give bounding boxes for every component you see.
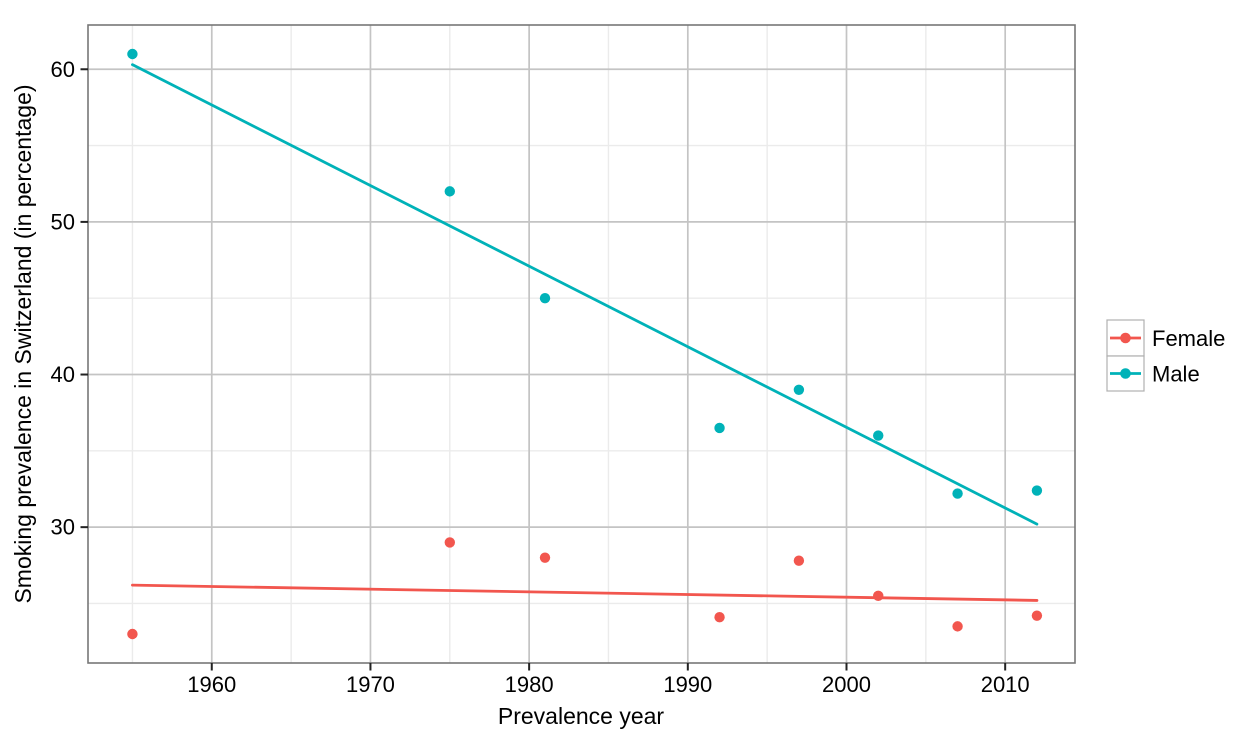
trendline-male — [131, 63, 1039, 526]
legend: Female Male — [1106, 319, 1225, 392]
legend-key-point-female — [1120, 332, 1131, 344]
legend-label-male: Male — [1152, 362, 1200, 387]
data-point-female — [952, 621, 963, 632]
x-tick-label: 1990 — [663, 672, 712, 697]
y-axis-title: Smoking prevalence in Switzerland (in pe… — [10, 84, 36, 603]
data-point-male — [714, 422, 725, 434]
y-tick-label: 60 — [51, 57, 75, 82]
panel-border — [87, 24, 1076, 664]
y-tick-label: 50 — [51, 209, 75, 234]
x-tick-label: 1980 — [505, 672, 554, 697]
x-axis-title: Prevalence year — [498, 703, 665, 729]
data-point-female — [127, 628, 138, 640]
y-tick-label: 40 — [51, 362, 75, 387]
data-point-female — [873, 590, 884, 602]
data-point-female — [793, 555, 805, 566]
x-tick-label: 2010 — [981, 672, 1030, 697]
data-point-male — [1031, 485, 1043, 496]
data-point-female — [444, 537, 455, 548]
trendline-female — [131, 583, 1039, 602]
axis-ticks — [80, 68, 1007, 671]
major-gridlines — [88, 25, 1075, 663]
data-points — [127, 48, 1043, 640]
minor-gridlines — [88, 25, 1075, 663]
data-point-male — [952, 488, 963, 499]
data-point-male — [873, 430, 884, 441]
legend-key-point-male — [1120, 368, 1131, 379]
data-point-male — [539, 293, 551, 304]
data-point-female — [539, 552, 551, 563]
x-tick-label: 2000 — [822, 672, 871, 697]
y-tick-label: 30 — [51, 515, 75, 540]
trend-lines — [131, 63, 1039, 602]
x-tick-label: 1960 — [187, 672, 236, 697]
legend-label-female: Female — [1152, 326, 1225, 351]
axis-tick-labels: 1960 1970 1980 1990 2000 2010 30 40 50 60 — [51, 57, 1030, 697]
data-point-female — [1031, 610, 1043, 621]
data-point-female — [714, 612, 725, 623]
x-tick-label: 1970 — [346, 672, 395, 697]
data-point-male — [793, 384, 805, 395]
data-point-male — [127, 48, 138, 60]
data-point-male — [444, 186, 455, 197]
